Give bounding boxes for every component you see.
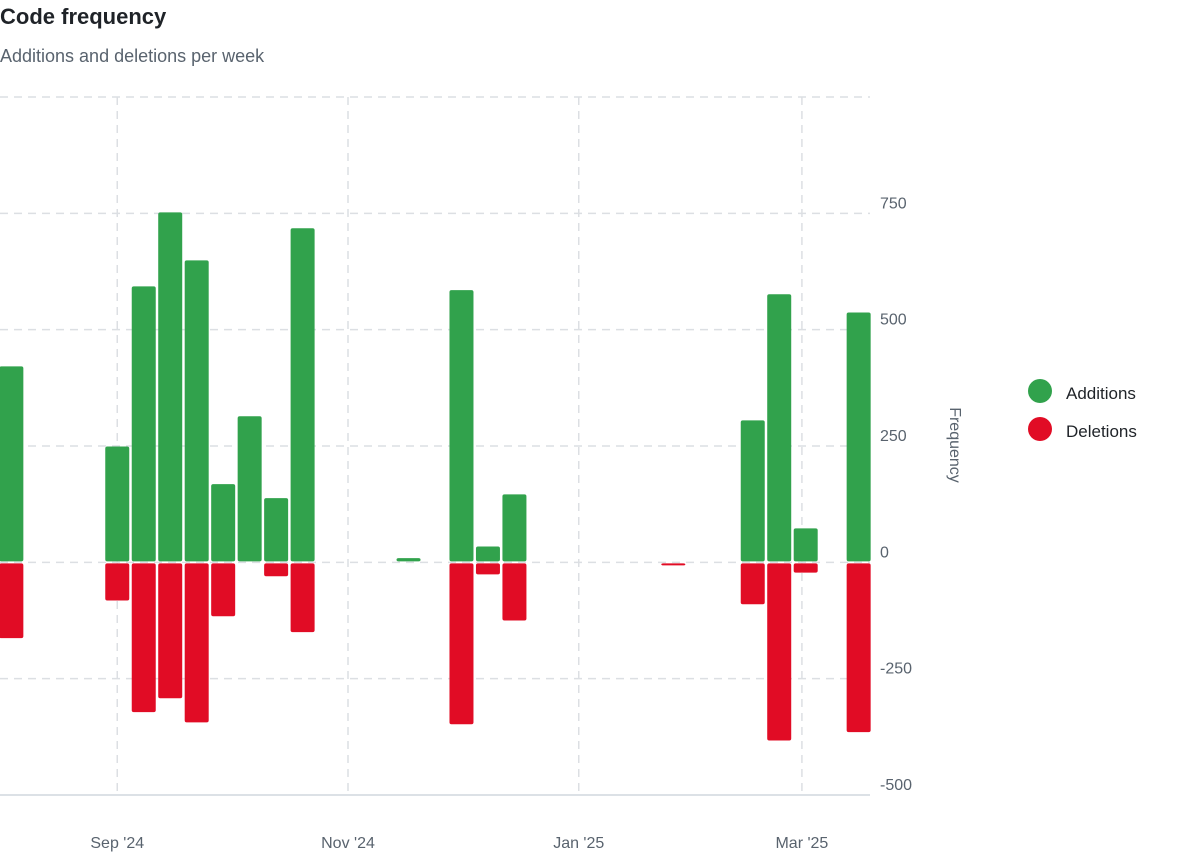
legend-label: Deletions (1066, 422, 1137, 441)
bar-additions (740, 420, 765, 562)
bar-additions (184, 260, 209, 562)
y-tick-label: 750 (880, 195, 907, 212)
bar-additions (131, 286, 156, 562)
x-tick-label: Sep '24 (90, 835, 144, 852)
bar-deletions (475, 563, 500, 575)
bar-additions (0, 366, 24, 562)
y-tick-label: 0 (880, 544, 889, 561)
bar-deletions (105, 563, 130, 601)
bar-deletions (0, 563, 24, 639)
y-tick-label: -250 (880, 661, 912, 678)
bar-deletions (846, 563, 871, 733)
bar-additions (396, 558, 421, 562)
y-tick-label: -500 (880, 777, 912, 794)
grid (0, 96, 870, 796)
bar-additions (793, 528, 818, 562)
chart-subtitle: Additions and deletions per week (0, 46, 265, 66)
bar-deletions (740, 563, 765, 605)
legend-item-additions[interactable]: Additions (1028, 379, 1136, 403)
legend-label: Additions (1066, 384, 1136, 403)
x-tick-label: Nov '24 (321, 835, 375, 852)
bar-deletions (131, 563, 156, 713)
bar-deletions (449, 563, 474, 725)
legend-swatch-deletions (1028, 417, 1052, 441)
bar-deletions (661, 563, 686, 566)
chart-title: Code frequency (0, 4, 167, 29)
legend-swatch-additions (1028, 379, 1052, 403)
y-axis-label: Frequency (946, 407, 963, 483)
x-tick-label: Mar '25 (775, 835, 828, 852)
bar-additions (846, 312, 871, 562)
bar-deletions (502, 563, 527, 621)
y-tick-label: 250 (880, 428, 907, 445)
tick-labels: Sep '24 Nov '24 Jan '25 Mar '25 750 500 250 0 -2… (90, 195, 912, 852)
bar-deletions (211, 563, 236, 617)
bar-additions (158, 212, 183, 562)
bar-additions (475, 546, 500, 562)
bar-deletions (264, 563, 289, 577)
bar-additions (502, 494, 527, 562)
bar-deletions (158, 563, 183, 699)
y-tick-label: 500 (880, 312, 907, 329)
legend: Additions Deletions (1028, 379, 1137, 441)
bar-additions (105, 446, 130, 562)
bar-deletions (793, 563, 818, 573)
bar-additions (211, 484, 236, 562)
bar-deletions (767, 563, 792, 741)
bar-additions (767, 294, 792, 562)
bar-deletions (184, 563, 209, 723)
bar-deletions (290, 563, 315, 633)
bar-additions (449, 290, 474, 562)
bar-additions (264, 498, 289, 562)
bars (0, 212, 871, 741)
legend-item-deletions[interactable]: Deletions (1028, 417, 1137, 441)
bar-additions (237, 416, 262, 562)
bar-additions (290, 228, 315, 562)
x-tick-label: Jan '25 (553, 835, 604, 852)
